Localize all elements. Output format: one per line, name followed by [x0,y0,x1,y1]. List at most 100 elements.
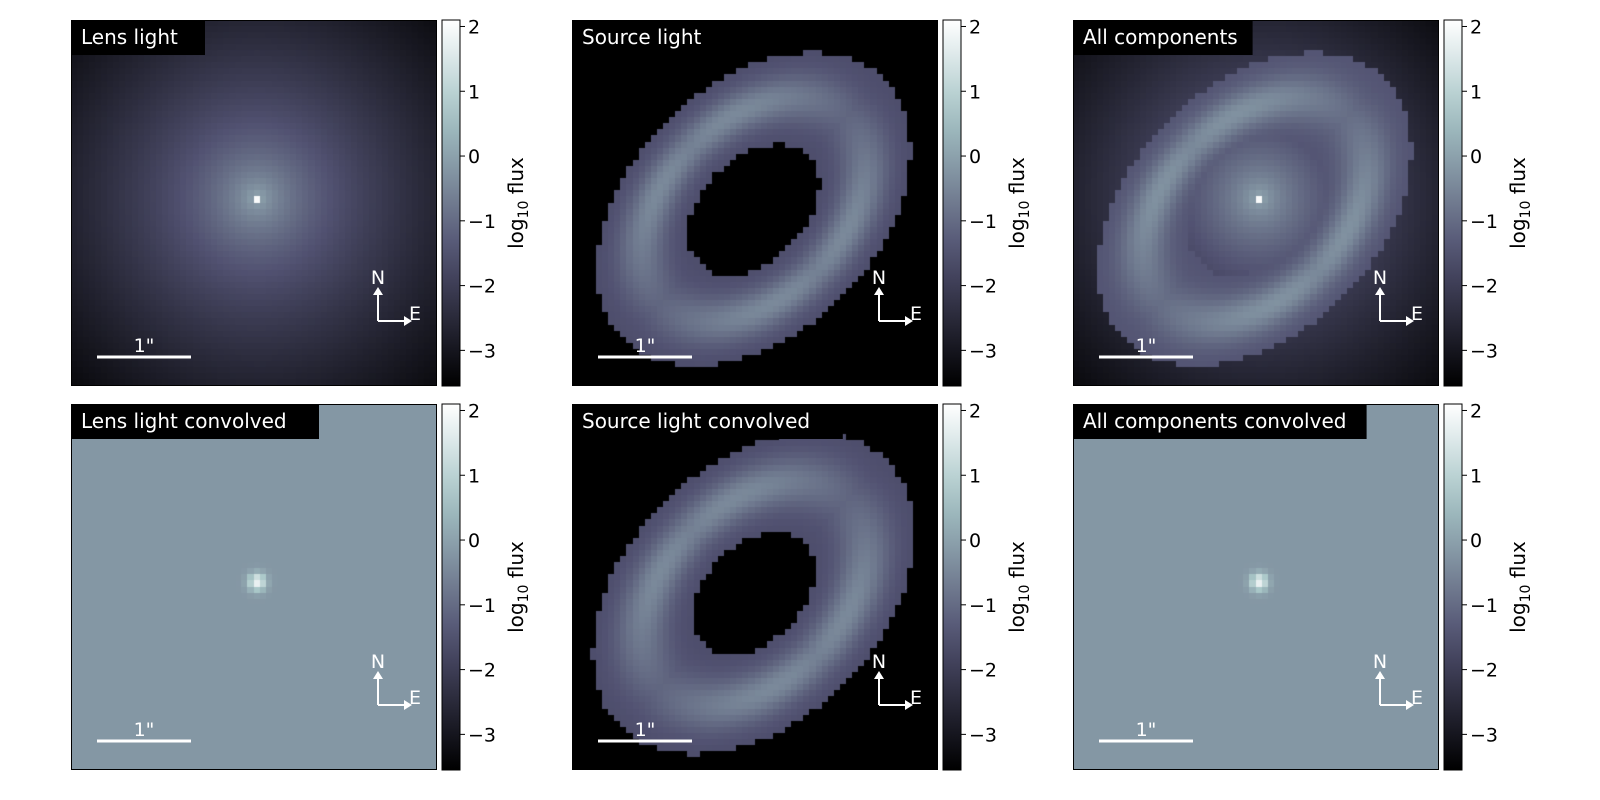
overlay-source-light-convolved: Source light convolved1"NE210−1−2−3log10… [572,400,1033,771]
compass-icon: NE [1373,267,1423,326]
compass-east-arrowhead [1406,316,1414,326]
image-frame [572,404,938,770]
image-all-components [1073,20,1439,386]
colorbar-tick-label: 1 [468,465,480,487]
colorbar-tick-label: −1 [468,211,496,233]
colorbar-tick-label: 0 [969,146,981,168]
compass-east-label: E [910,303,922,325]
colorbar-tick-label: −3 [1470,340,1498,362]
colorbar-tick-label: −3 [969,340,997,362]
panel-title: Lens light [81,25,178,49]
panel-title: All components convolved [1083,409,1346,433]
colorbar [441,403,461,771]
colorbar-tick-label: 2 [468,400,480,422]
scale-bar-label: 1" [635,335,656,357]
panel-lens-light-convolved: Lens light convolved 1" N E 2 1 0 −1 −2 −3 log10 f… [71,400,532,774]
compass-east-arrowhead [404,700,412,710]
panel-title-box [572,20,729,55]
colorbar-tick-label: −3 [1470,724,1498,746]
panel-source-light: Source light 1" N E 2 1 0 −1 −2 −3 log10 flux [572,16,1033,390]
compass-east-label: E [910,687,922,709]
compass-east-label: E [409,303,421,325]
colorbar-tick-label: −1 [468,595,496,617]
colorbar-tick-label: −3 [468,724,496,746]
colorbar-tick-label: 0 [468,530,480,552]
colorbar-tick-label: −2 [1470,660,1498,682]
colorbar-tick-label: −2 [468,660,496,682]
panel-title: All components [1083,25,1238,49]
compass-east-arrowhead [905,700,913,710]
compass-icon: NE [872,651,922,710]
panel-title: Lens light convolved [81,409,287,433]
colorbar-tick-label: −1 [969,595,997,617]
compass-north-arrowhead [373,287,383,295]
compass-east-label: E [1411,687,1423,709]
panel-title-box [71,20,205,55]
colorbar-tick-label: 2 [1470,400,1482,422]
compass-north-label: N [872,267,886,289]
colorbar-tick-label: 1 [468,81,480,103]
colorbar [441,19,461,387]
colorbar [942,19,962,387]
colorbar-tick-label: 2 [468,16,480,38]
colorbar-tick-label: 2 [1470,16,1482,38]
compass-north-arrowhead [874,287,884,295]
colorbar-label: log10 flux [504,157,532,249]
image-source-light-convolved [572,404,938,770]
compass-east-arrowhead [404,316,412,326]
image-all-components-convolved [1073,404,1439,770]
colorbar-tick-label: 0 [969,530,981,552]
image-frame [1073,404,1439,770]
compass-east-arrowhead [905,316,913,326]
colorbar-tick-label: 2 [969,16,981,38]
colorbar-tick-label: 0 [1470,530,1482,552]
colorbar-tick-label: −2 [468,276,496,298]
scale-bar-label: 1" [635,719,656,741]
colorbar-tick-label: −3 [468,340,496,362]
panel-all-components: All components 1" N E 2 1 0 −1 −2 −3 log10 flux [1073,16,1534,390]
panel-source-light-convolved: Source light convolved 1" N E 2 1 0 −1 −2 −3 log10… [572,400,1033,774]
compass-east-label: E [1411,303,1423,325]
panel-title-box [1073,20,1253,55]
compass-north-arrowhead [874,671,884,679]
colorbar-tick-label: −2 [969,276,997,298]
colorbar-tick-label: −2 [969,660,997,682]
scale-bar-label: 1" [134,335,155,357]
compass-icon: NE [1373,651,1423,710]
compass-icon: NE [872,267,922,326]
compass-north-label: N [1373,651,1387,673]
colorbar-tick-label: −1 [1470,211,1498,233]
compass-north-arrowhead [373,671,383,679]
colorbar-label: log10 flux [504,541,532,633]
colorbar [1443,19,1463,387]
panel-lens-light: Lens light 1" N E 2 1 0 −1 −2 −3 log10 flux [71,16,532,390]
overlay-all-components-convolved: All components convolved1"NE210−1−2−3log… [1073,400,1534,771]
image-frame [1073,20,1439,386]
compass-north-arrowhead [1375,287,1385,295]
panel-title-box [1073,404,1367,439]
scale-bar-label: 1" [1136,335,1157,357]
colorbar-tick-label: 1 [969,81,981,103]
compass-north-label: N [872,651,886,673]
image-lens-light-convolved [71,404,437,770]
image-frame [71,20,437,386]
panel-title-box [572,404,843,439]
colorbar [942,403,962,771]
colorbar-tick-label: −3 [969,724,997,746]
colorbar-tick-label: −1 [969,211,997,233]
colorbar-tick-label: 0 [1470,146,1482,168]
colorbar-label: log10 flux [1005,157,1033,249]
compass-north-label: N [371,651,385,673]
compass-north-label: N [1373,267,1387,289]
compass-east-arrowhead [1406,700,1414,710]
colorbar-tick-label: 1 [969,465,981,487]
panel-title: Source light convolved [582,409,810,433]
image-frame [572,20,938,386]
colorbar-label: log10 flux [1506,157,1534,249]
colorbar-tick-label: 2 [969,400,981,422]
image-frame [71,404,437,770]
